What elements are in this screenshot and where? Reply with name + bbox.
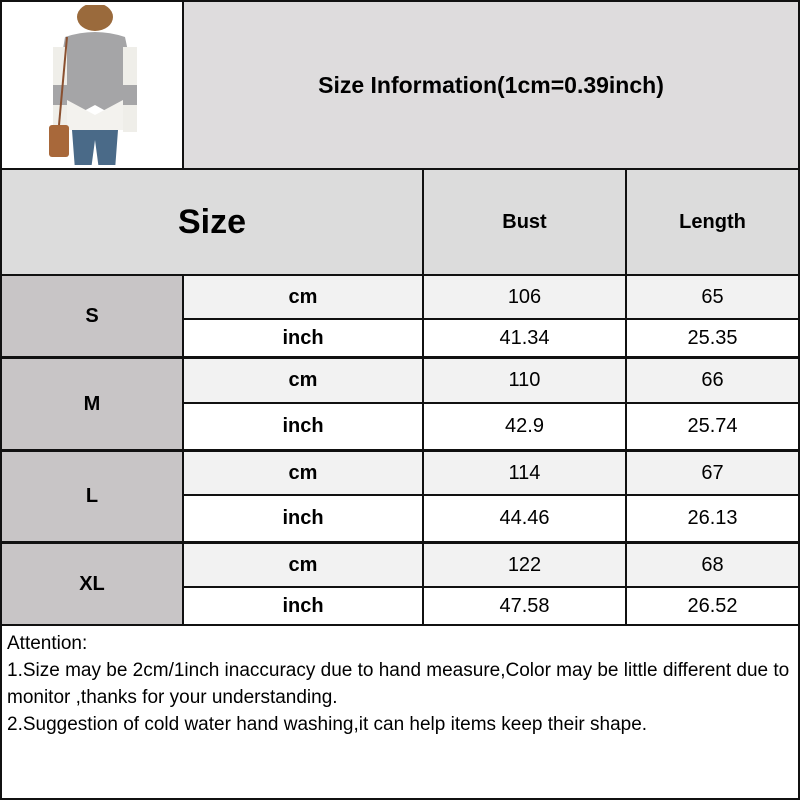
size-label: M [0, 357, 184, 451]
length-value: 26.13 [625, 494, 800, 543]
size-label: S [0, 274, 184, 358]
page-title: Size Information(1cm=0.39inch) [182, 0, 800, 170]
model-sweater-image [49, 5, 137, 165]
length-value: 67 [625, 450, 800, 496]
header-bust: Bust [422, 168, 627, 276]
bust-value: 42.9 [422, 402, 627, 451]
bust-value: 110 [422, 357, 627, 404]
length-value: 68 [625, 542, 800, 588]
unit-label: cm [182, 274, 424, 320]
unit-label: cm [182, 357, 424, 404]
unit-label: cm [182, 450, 424, 496]
unit-label: inch [182, 318, 424, 358]
header-size: Size [0, 168, 424, 276]
attention-line-2: 2.Suggestion of cold water hand washing,… [7, 714, 648, 735]
unit-label: cm [182, 542, 424, 588]
length-value: 65 [625, 274, 800, 320]
bust-value: 114 [422, 450, 627, 496]
length-value: 25.35 [625, 318, 800, 358]
attention-note: Attention: 1.Size may be 2cm/1inch inacc… [0, 624, 800, 800]
unit-label: inch [182, 402, 424, 451]
attention-heading: Attention: [7, 633, 88, 654]
header-length: Length [625, 168, 800, 276]
unit-label: inch [182, 494, 424, 543]
length-value: 25.74 [625, 402, 800, 451]
attention-line-1: 1.Size may be 2cm/1inch inaccuracy due t… [7, 660, 790, 708]
size-label: XL [0, 542, 184, 626]
length-value: 26.52 [625, 586, 800, 626]
unit-label: inch [182, 586, 424, 626]
size-label: L [0, 450, 184, 543]
bust-value: 41.34 [422, 318, 627, 358]
length-value: 66 [625, 357, 800, 404]
bust-value: 106 [422, 274, 627, 320]
bust-value: 47.58 [422, 586, 627, 626]
product-photo [0, 0, 184, 170]
bust-value: 122 [422, 542, 627, 588]
bust-value: 44.46 [422, 494, 627, 543]
